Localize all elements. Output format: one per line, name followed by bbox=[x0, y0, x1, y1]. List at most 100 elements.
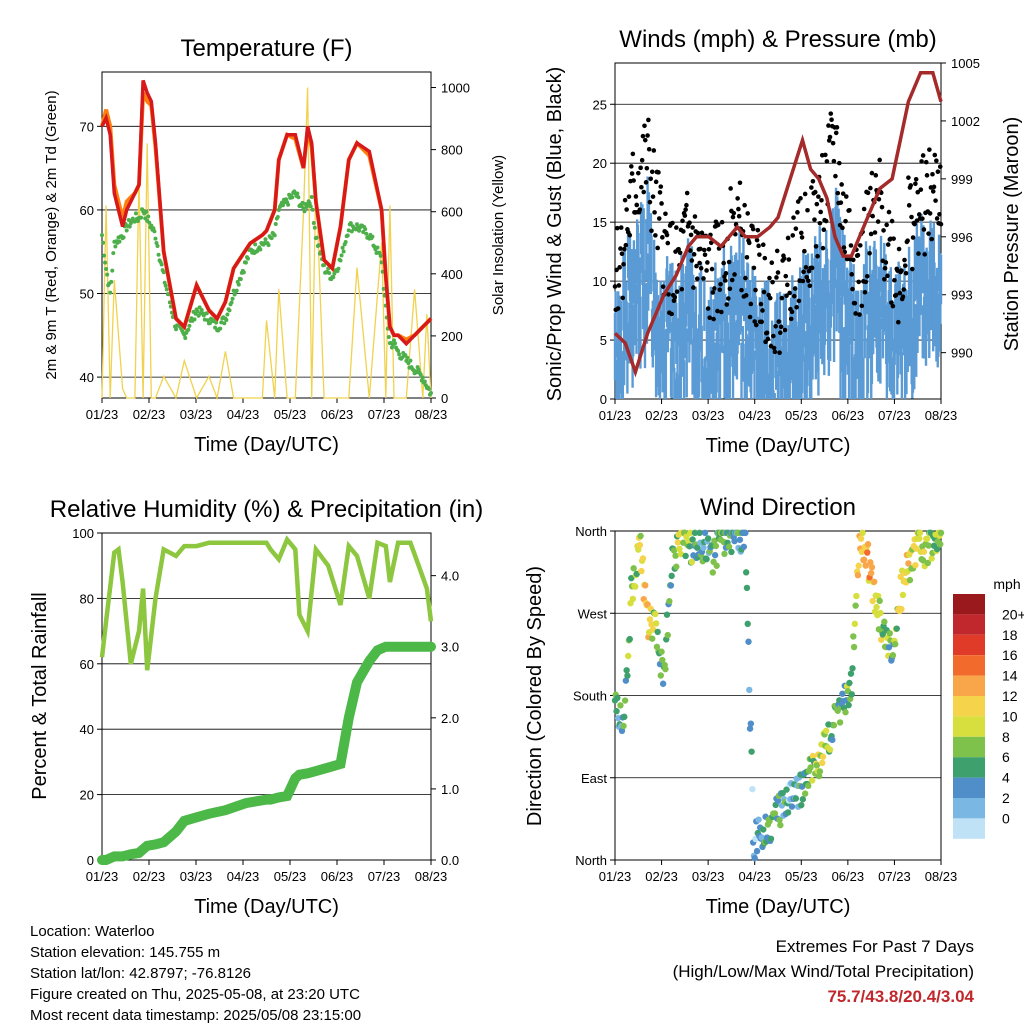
direction-point bbox=[933, 545, 941, 553]
direction-point bbox=[924, 559, 932, 567]
dewpoint-point bbox=[397, 352, 402, 357]
wind-gust-point bbox=[861, 206, 867, 212]
dewpoint-point bbox=[109, 279, 114, 284]
wind-gust-point bbox=[908, 183, 914, 188]
direction-point bbox=[799, 796, 807, 803]
wind-gust-point bbox=[705, 306, 711, 311]
humidity-line bbox=[99, 535, 434, 671]
wind-gust-point bbox=[782, 327, 788, 333]
x-tick-label: 06/23 bbox=[832, 869, 865, 884]
wind-gust-point bbox=[683, 207, 688, 212]
wind-gust-point bbox=[784, 293, 789, 299]
legend-label: 8 bbox=[1002, 729, 1010, 745]
wind-gust-point bbox=[615, 225, 620, 231]
direction-point bbox=[897, 573, 904, 580]
legend-swatch bbox=[953, 675, 985, 696]
wind-gust-point bbox=[674, 225, 679, 230]
y-axis-label-2: Percent & Total Rainfall bbox=[29, 592, 51, 800]
direction-point bbox=[867, 569, 875, 577]
direction-point bbox=[916, 535, 923, 542]
dewpoint-point bbox=[314, 235, 319, 240]
wind-gust-point bbox=[913, 181, 918, 187]
x-tick-label: 08/23 bbox=[415, 407, 448, 422]
y2-tick-label: 800 bbox=[441, 143, 463, 158]
dewpoint-point bbox=[117, 239, 122, 244]
y2-tick-label: 993 bbox=[951, 288, 973, 303]
wind-gust-point bbox=[748, 301, 754, 307]
wind-gust-point bbox=[728, 186, 733, 191]
wind-gust-point bbox=[938, 221, 944, 227]
wind-gust-point bbox=[813, 244, 819, 249]
extremes-legend: (High/Low/Max Wind/Total Precipitation) bbox=[672, 962, 974, 981]
wind-gust-point bbox=[770, 279, 775, 285]
dewpoint-point bbox=[163, 283, 168, 288]
direction-point bbox=[628, 574, 635, 582]
wind-gust-point bbox=[937, 164, 943, 169]
wind-gust-point bbox=[877, 157, 882, 163]
wind-gust-point bbox=[651, 148, 657, 153]
wind-gust-point bbox=[736, 206, 741, 212]
dewpoint-point bbox=[339, 253, 344, 258]
wind-gust-point bbox=[736, 213, 742, 219]
dewpoint-point bbox=[338, 258, 343, 263]
direction-point bbox=[805, 782, 812, 790]
direction-point bbox=[845, 701, 852, 709]
wind-gust-point bbox=[802, 248, 807, 254]
wind-gust-point bbox=[756, 243, 761, 249]
legend-swatch bbox=[953, 634, 985, 656]
direction-point bbox=[925, 542, 932, 549]
legend-swatch bbox=[953, 736, 985, 758]
wind-gust-point bbox=[760, 242, 766, 248]
dewpoint-point bbox=[151, 226, 156, 231]
wind-gust-point bbox=[754, 237, 760, 243]
dewpoint-point bbox=[164, 287, 169, 292]
wind-gust-point bbox=[621, 261, 626, 267]
wind-gust-point bbox=[833, 173, 838, 179]
wind-gust-point bbox=[731, 210, 737, 216]
direction-point bbox=[876, 597, 883, 605]
direction-point bbox=[700, 544, 707, 551]
direction-point bbox=[666, 598, 673, 605]
wind-gust-point bbox=[876, 196, 882, 202]
wind-gust-point bbox=[719, 309, 724, 315]
wind-gust-point bbox=[742, 202, 747, 208]
direction-point bbox=[703, 555, 710, 563]
wind-gust-point bbox=[676, 246, 681, 252]
direction-point bbox=[905, 560, 912, 567]
wind-gust-point bbox=[641, 189, 647, 195]
direction-point bbox=[758, 834, 765, 841]
y-tick-label: 70 bbox=[80, 119, 94, 134]
direction-point bbox=[711, 551, 719, 559]
wind-gust-point bbox=[919, 159, 924, 164]
extremes-heading: Extremes For Past 7 Days bbox=[775, 937, 974, 956]
rainfall-line bbox=[97, 641, 436, 865]
wind-gust-point bbox=[679, 286, 685, 292]
wind-gust-point bbox=[930, 171, 935, 177]
y2-tick-label: 3.0 bbox=[441, 640, 459, 655]
wind-gust-point bbox=[635, 170, 641, 176]
wind-gust-point bbox=[816, 194, 821, 199]
wind-gust-point bbox=[913, 176, 919, 182]
x-tick-label: 04/23 bbox=[738, 408, 771, 423]
wind-gust-point bbox=[777, 350, 782, 355]
y2-tick-label: 400 bbox=[441, 267, 463, 282]
x-tick-label: 01/23 bbox=[599, 408, 632, 423]
wind-gust-point bbox=[656, 216, 662, 221]
wind-gust-point bbox=[870, 213, 875, 219]
wind-gust-point bbox=[616, 283, 622, 288]
direction-point bbox=[694, 544, 701, 551]
direction-point bbox=[637, 532, 644, 540]
x-tick-label: 07/23 bbox=[368, 869, 401, 884]
dewpoint-point bbox=[222, 321, 227, 326]
wind-gust-point bbox=[646, 146, 652, 152]
dewpoint-point bbox=[331, 275, 336, 280]
wind-gust-point bbox=[863, 279, 869, 285]
dewpoint-point bbox=[121, 235, 126, 240]
wind-gust-point bbox=[885, 242, 891, 247]
dewpoint-point bbox=[162, 280, 167, 285]
wind-gust-point bbox=[771, 345, 777, 351]
legend-label: 10 bbox=[1002, 708, 1018, 724]
direction-point bbox=[614, 694, 621, 702]
wind-gust-point bbox=[721, 260, 726, 266]
direction-point bbox=[657, 672, 664, 679]
